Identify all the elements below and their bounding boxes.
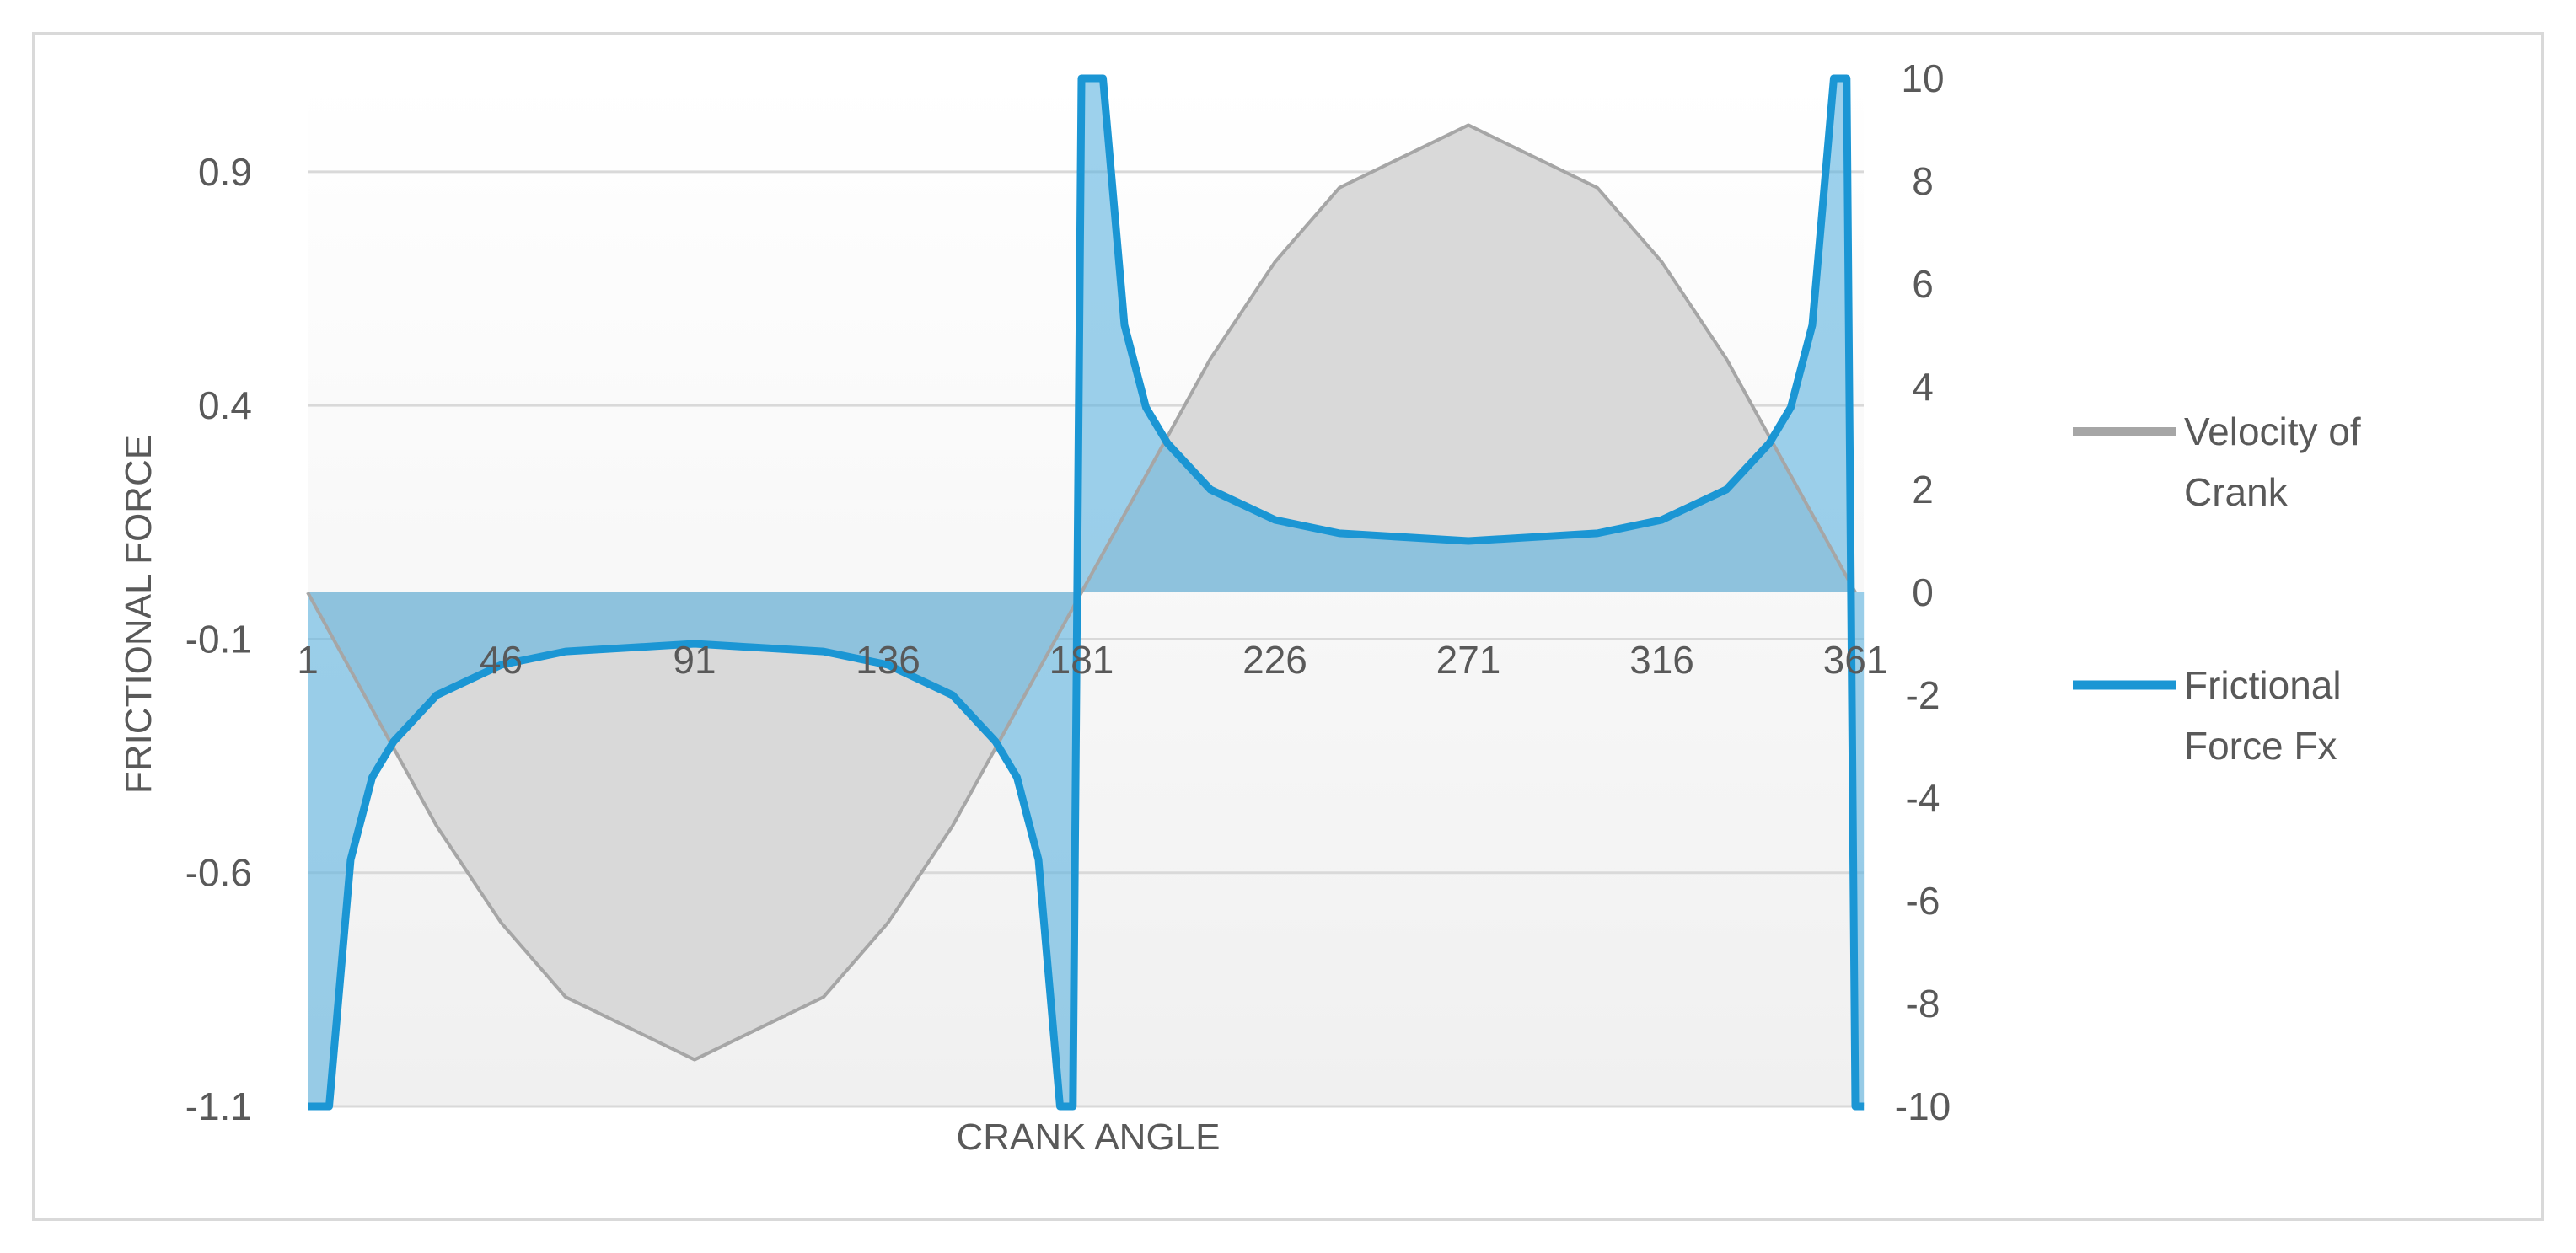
legend-label-1: Crank: [2184, 470, 2289, 514]
legend-label-2: Force Fx: [2184, 724, 2337, 768]
right-tick-label: 2: [1912, 468, 1934, 511]
right-tick-label: 0: [1912, 570, 1934, 614]
series-areas: [308, 78, 1865, 1106]
left-tick-label: 0.4: [198, 383, 252, 427]
x-tick-label: 226: [1242, 638, 1307, 682]
right-tick-label: 6: [1912, 262, 1934, 306]
x-tick-label: 181: [1049, 638, 1114, 682]
x-tick-label: 271: [1436, 638, 1501, 682]
right-tick-label: 10: [1901, 56, 1944, 100]
series-lines: [306, 74, 1865, 1111]
right-axis-ticks: 10 8 6 4 2 0 -2 -4 -6 -8 -10: [1895, 56, 1951, 1128]
x-tick-label: 46: [480, 638, 523, 682]
left-tick-label: -1.1: [185, 1084, 252, 1128]
series-area-1: [308, 125, 1855, 1060]
chart-frame: 0.9 0.4 -0.1 -0.6 -1.1 10 8 6 4 2 0 -2 -4 -6 -8 -10 1 4…: [32, 32, 2544, 1221]
x-tick-label: 361: [1823, 638, 1888, 682]
chart: 0.9 0.4 -0.1 -0.6 -1.1 10 8 6 4 2 0 -2 -4 -6 -8 -10 1 4…: [118, 56, 2361, 1158]
legend-label-2: Frictional: [2184, 663, 2342, 707]
series-line-1: [306, 123, 1857, 1062]
series-area-2: [308, 78, 1865, 1106]
right-tick-label: 4: [1912, 365, 1934, 409]
left-tick-label: -0.6: [185, 851, 252, 895]
left-axis-ticks: 0.9 0.4 -0.1 -0.6 -1.1: [185, 150, 252, 1128]
right-tick-label: -6: [1906, 879, 1940, 923]
legend-label-1: Velocity of: [2184, 410, 2361, 453]
y-axis-title: FRICTIONAL FORCE: [118, 435, 159, 794]
right-tick-label: -4: [1906, 776, 1940, 820]
right-tick-label: -10: [1895, 1084, 1951, 1128]
left-tick-label: -0.1: [185, 617, 252, 661]
series-line-2: [308, 74, 1865, 1111]
x-tick-label: 316: [1629, 638, 1694, 682]
right-tick-label: 8: [1912, 159, 1934, 203]
right-tick-label: -2: [1906, 673, 1940, 717]
x-tick-label: 136: [856, 638, 920, 682]
legend: Velocity of Crank Frictional Force Fx: [2073, 410, 2361, 768]
right-tick-label: -8: [1906, 982, 1940, 1025]
x-axis-ticks: 1 46 91 136 181 226 271 316 361: [297, 638, 1887, 682]
left-tick-label: 0.9: [198, 150, 252, 194]
x-axis-title: CRANK ANGLE: [957, 1116, 1221, 1158]
x-tick-label: 91: [673, 638, 716, 682]
x-tick-label: 1: [297, 638, 319, 682]
